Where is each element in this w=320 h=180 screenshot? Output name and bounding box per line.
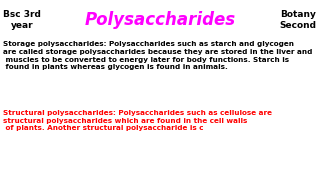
- Text: Structural polysaccharides: Polysaccharides such as cellulose are
structural pol: Structural polysaccharides: Polysacchari…: [3, 110, 272, 131]
- Text: Storage polysaccharides: Polysaccharides such as starch and glycogen
are called : Storage polysaccharides: Polysaccharides…: [3, 41, 313, 70]
- Text: Botany
Second: Botany Second: [280, 10, 317, 30]
- Text: Polysaccharides: Polysaccharides: [84, 11, 236, 29]
- Text: Bsc 3rd
year: Bsc 3rd year: [3, 10, 41, 30]
